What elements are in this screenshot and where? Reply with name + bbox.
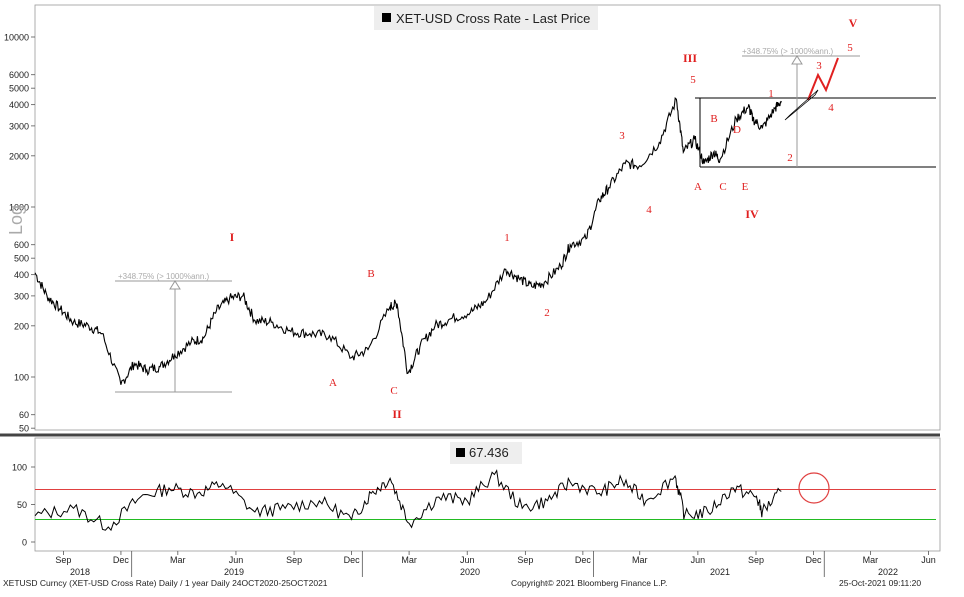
x-month-label: Sep (517, 555, 533, 565)
y-tick-label: 1000 (9, 203, 29, 213)
footer-right: 25-Oct-2021 09:11:20 (839, 578, 921, 588)
y-tick-label: 4000 (9, 100, 29, 110)
wave-guides: +348.75% (> 1000%ann.) +348.75% (> 1000%… (115, 47, 936, 393)
rsi-tick-label: 100 (12, 463, 27, 473)
wave-label-V: V (849, 16, 858, 30)
rsi-value: 67.436 (469, 445, 509, 460)
wave-label-E-2021: E (742, 181, 749, 193)
rsi-y-axis: 0 50 100 (12, 463, 35, 548)
x-month-label: Jun (921, 555, 936, 565)
wave-label-IV: IV (745, 207, 759, 221)
x-month-label: Jun (229, 555, 244, 565)
x-month-label: Dec (806, 555, 823, 565)
price-series-line (34, 97, 782, 385)
y-tick-label: 2000 (9, 151, 29, 161)
y-tick-label: 200 (14, 321, 29, 331)
x-month-label: Dec (344, 555, 361, 565)
x-axis: Sep Dec Mar Jun Sep Dec Mar Jun Sep Dec Mar Jun Sep D… (55, 551, 936, 577)
rsi-series-line (34, 469, 782, 532)
x-month-label: Mar (863, 555, 879, 565)
x-year-label: 2019 (224, 567, 244, 577)
wave-labels: I II III IV V A B C A B C D E 1 2 3 4 5 … (230, 16, 858, 421)
wave-label-C-2020: C (390, 385, 397, 397)
y-tick-label: 6000 (9, 70, 29, 80)
x-month-label: Sep (286, 555, 302, 565)
footer-center: Copyright© 2021 Bloomberg Finance L.P. (511, 578, 667, 588)
wave-label-1-2021: 1 (768, 88, 774, 100)
x-month-label: Mar (632, 555, 648, 565)
wave-label-II: II (392, 407, 402, 421)
x-month-label: Dec (575, 555, 592, 565)
rising-wedge (784, 89, 819, 121)
wave-label-3-2021: 3 (816, 60, 822, 72)
wave-label-3: 3 (619, 130, 625, 142)
rsi-square-icon (456, 448, 465, 457)
wave-label-2-2021: 2 (787, 152, 793, 164)
rsi-tick-label: 50 (17, 500, 27, 510)
wave-label-III: III (683, 51, 697, 65)
footer-left: XETUSD Curncy (XET-USD Cross Rate) Daily… (3, 578, 328, 588)
wave-label-B-2021: B (710, 113, 717, 125)
title-box (374, 6, 598, 30)
projection-label-2018: +348.75% (> 1000%ann.) (118, 272, 210, 281)
y-axis-label: Log (6, 205, 26, 235)
wave-label-4: 4 (646, 204, 652, 216)
x-month-label: Mar (401, 555, 417, 565)
projected-wave-path (807, 57, 839, 101)
wave-label-D-2021: D (733, 124, 741, 136)
x-year-label: 2020 (460, 567, 480, 577)
x-month-label: Jun (691, 555, 706, 565)
y-tick-label: 500 (14, 254, 29, 264)
chart-title: XET-USD Cross Rate - Last Price (396, 11, 590, 26)
y-tick-label: 50 (19, 424, 29, 434)
price-y-axis: 50 60 100 200 300 400 500 600 1000 2000 3000 4000 50… (4, 33, 35, 434)
projection-label-2021: +348.75% (> 1000%ann.) (742, 47, 834, 56)
rsi-tick-label: 0 (22, 538, 27, 548)
wave-label-5: 5 (690, 74, 696, 86)
wave-label-1: 1 (504, 232, 510, 244)
rsi-panel-frame (34, 437, 941, 552)
y-tick-label: 60 (19, 410, 29, 420)
proj-arrow-2021 (791, 55, 803, 65)
x-year-label: 2018 (70, 567, 90, 577)
y-tick-label: 300 (14, 291, 29, 301)
y-tick-label: 3000 (9, 121, 29, 131)
x-year-label: 2021 (710, 567, 730, 577)
wave-label-A-2019: A (329, 377, 337, 389)
wave-label-C-2021: C (719, 181, 726, 193)
wave-label-A-2021: A (694, 181, 702, 193)
title-square-icon (382, 13, 391, 22)
x-month-label: Dec (113, 555, 130, 565)
y-tick-label: 100 (14, 373, 29, 383)
wave-label-2: 2 (544, 307, 550, 319)
wave-label-I: I (230, 230, 235, 244)
rsi-highlight-circle (798, 472, 830, 504)
x-month-label: Jun (460, 555, 475, 565)
wave-label-4-2021: 4 (828, 102, 834, 114)
y-tick-label: 10000 (4, 33, 29, 43)
x-month-label: Mar (170, 555, 186, 565)
y-tick-label: 5000 (9, 84, 29, 94)
wave-label-B-2019: B (367, 268, 374, 280)
rsi-value-box (450, 442, 522, 464)
x-month-label: Sep (748, 555, 764, 565)
x-year-label: 2022 (878, 567, 898, 577)
price-panel-frame (34, 4, 941, 431)
wave-label-5-2021: 5 (847, 42, 853, 54)
proj-arrow-2018 (169, 280, 181, 290)
y-tick-label: 600 (14, 240, 29, 250)
y-tick-label: 400 (14, 270, 29, 280)
x-month-label: Sep (55, 555, 71, 565)
